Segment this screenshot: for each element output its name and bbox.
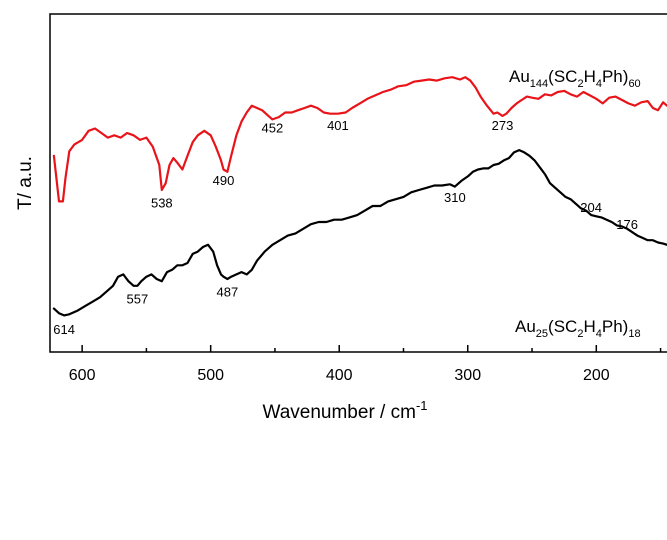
- series-line-au25: [52, 149, 667, 317]
- x-axis-label: Wavenumber / cm-1: [262, 398, 427, 423]
- series-line-au144: [52, 76, 667, 203]
- series-label-layer: Au144(SC2H4Ph)60 Au25(SC2H4Ph)18: [509, 67, 641, 340]
- peak-label-490: 490: [213, 173, 235, 188]
- peak-label-614: 614: [53, 322, 75, 337]
- x-tick-label-600: 600: [69, 367, 96, 384]
- peak-label-273: 273: [492, 118, 514, 133]
- peak-label-204: 204: [580, 200, 602, 215]
- x-tick-label-300: 300: [454, 367, 481, 384]
- peak-label-487: 487: [217, 285, 239, 300]
- x-tick-label-200: 200: [583, 367, 610, 384]
- y-axis-label: T/ a.u.: [15, 156, 36, 210]
- peak-label-557: 557: [127, 291, 149, 306]
- x-tick-label-400: 400: [326, 367, 353, 384]
- x-axis-ticks: 600 500 400 300 200: [69, 345, 662, 384]
- peak-label-310: 310: [444, 190, 466, 205]
- series-label-au25: Au25(SC2H4Ph)18: [515, 317, 641, 340]
- peak-label-538: 538: [151, 196, 173, 211]
- annotation-layer: 538 490 452 401 273 614 557 487 310 204 176: [53, 118, 638, 337]
- peak-label-401: 401: [327, 118, 349, 133]
- series-label-au144: Au144(SC2H4Ph)60: [509, 67, 641, 90]
- x-axis-label-superscript: -1: [416, 398, 428, 413]
- x-axis-label-text: Wavenumber / cm: [262, 402, 415, 423]
- x-tick-label-500: 500: [197, 367, 224, 384]
- peak-label-452: 452: [262, 120, 284, 135]
- peak-label-176: 176: [616, 217, 638, 232]
- plot-frame: [49, 13, 667, 353]
- series-layer: [52, 76, 667, 317]
